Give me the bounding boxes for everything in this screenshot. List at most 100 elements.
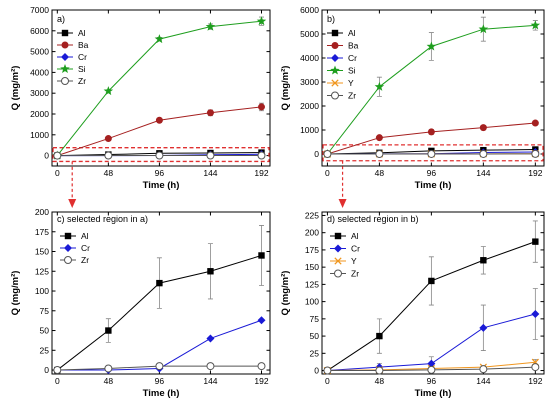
data-point xyxy=(156,363,163,370)
y-axis-title: Q (mg/m²) xyxy=(280,66,291,111)
data-point xyxy=(376,333,382,339)
data-point xyxy=(531,310,539,318)
x-tick-label: 192 xyxy=(254,376,268,386)
legend-label: Cr xyxy=(351,244,360,254)
data-point xyxy=(532,238,538,244)
legend-marker xyxy=(332,30,338,36)
legend: Al Ba Cr Si Y Zr xyxy=(327,28,359,101)
y-tick-label: 225 xyxy=(305,210,319,220)
x-tick-label: 192 xyxy=(528,168,542,178)
data-point xyxy=(156,117,163,124)
legend-label: Al xyxy=(351,231,359,241)
legend-marker xyxy=(62,42,69,49)
data-point xyxy=(532,150,539,157)
y-tick-label: 25 xyxy=(310,348,320,358)
y-tick-label: 4000 xyxy=(30,67,49,77)
x-tick-label: 48 xyxy=(104,168,114,178)
y-tick-label: 200 xyxy=(35,207,49,217)
legend-marker xyxy=(62,78,69,85)
legend-label: Al xyxy=(81,231,89,241)
data-point xyxy=(207,268,213,274)
y-tick-label: 125 xyxy=(305,279,319,289)
y-tick-label: 125 xyxy=(35,266,49,276)
panel-label: c) selected region in a) xyxy=(57,214,148,224)
legend-label: Y xyxy=(348,78,354,88)
legend-marker xyxy=(332,42,339,49)
legend-label: Cr xyxy=(348,53,357,63)
y-tick-label: 1000 xyxy=(300,125,319,135)
x-tick-label: 0 xyxy=(325,376,330,386)
data-point xyxy=(105,327,111,333)
y-tick-label: 2000 xyxy=(30,109,49,119)
data-point xyxy=(105,152,112,159)
data-point xyxy=(105,135,112,142)
legend-label: Si xyxy=(78,64,86,74)
x-tick-label: 192 xyxy=(528,376,542,386)
x-tick-label: 144 xyxy=(476,168,490,178)
legend-label: Si xyxy=(348,66,356,76)
y-tick-label: 0 xyxy=(44,151,49,161)
data-point xyxy=(54,152,61,159)
legend-marker xyxy=(64,244,72,252)
data-point xyxy=(376,151,383,158)
legend-label: Zr xyxy=(78,76,86,86)
y-tick-label: 0 xyxy=(44,365,49,375)
data-point xyxy=(376,367,383,374)
legend-marker xyxy=(60,64,70,73)
y-tick-label: 5000 xyxy=(30,47,49,57)
data-point xyxy=(207,152,214,159)
data-point xyxy=(54,367,61,374)
panel-label: b) xyxy=(327,14,335,24)
y-tick-label: 50 xyxy=(40,326,50,336)
data-point xyxy=(257,316,265,324)
y-tick-label: 150 xyxy=(305,262,319,272)
data-point xyxy=(480,124,487,131)
legend-label: Ba xyxy=(78,40,89,50)
legend-marker xyxy=(330,66,340,75)
legend-label: Al xyxy=(348,28,356,38)
y-tick-label: 6000 xyxy=(300,5,319,15)
data-point xyxy=(258,103,265,110)
y-tick-label: 6000 xyxy=(30,26,49,36)
y-axis-title: Q (mg/m²) xyxy=(10,271,21,316)
data-point xyxy=(206,334,214,342)
legend-marker xyxy=(61,53,69,61)
legend-marker xyxy=(335,233,341,239)
data-point xyxy=(480,366,487,373)
legend-marker xyxy=(332,92,339,99)
y-tick-label: 3000 xyxy=(300,77,319,87)
x-tick-label: 48 xyxy=(375,168,385,178)
data-point xyxy=(479,324,487,332)
x-axis-title: Time (h) xyxy=(143,180,180,191)
x-axis-title: Time (h) xyxy=(143,388,180,399)
data-point xyxy=(428,278,434,284)
zoom-arrow-head xyxy=(68,199,76,208)
data-point xyxy=(376,134,383,141)
data-point xyxy=(428,366,435,373)
legend-marker xyxy=(335,270,342,277)
legend-label: Zr xyxy=(81,255,89,265)
legend-label: Ba xyxy=(348,41,359,51)
data-point xyxy=(428,128,435,135)
y-axis-title: Q (mg/m²) xyxy=(280,271,291,316)
x-tick-label: 192 xyxy=(254,168,268,178)
legend-marker xyxy=(331,54,339,62)
x-tick-label: 144 xyxy=(476,376,490,386)
x-tick-label: 96 xyxy=(427,376,437,386)
data-point xyxy=(480,150,487,157)
series-Zr xyxy=(324,150,539,157)
legend-label: Zr xyxy=(348,91,356,101)
series-Si xyxy=(323,17,540,158)
legend-label: Cr xyxy=(81,243,90,253)
y-tick-label: 1000 xyxy=(30,130,49,140)
x-tick-label: 96 xyxy=(427,168,437,178)
y-tick-label: 175 xyxy=(35,227,49,237)
data-point xyxy=(105,365,112,372)
